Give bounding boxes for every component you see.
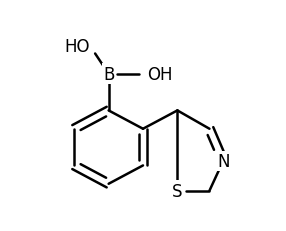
Text: N: N [217, 152, 229, 170]
Text: B: B [103, 65, 114, 83]
Text: HO: HO [65, 38, 90, 56]
Text: S: S [172, 182, 183, 200]
Text: OH: OH [148, 65, 173, 83]
